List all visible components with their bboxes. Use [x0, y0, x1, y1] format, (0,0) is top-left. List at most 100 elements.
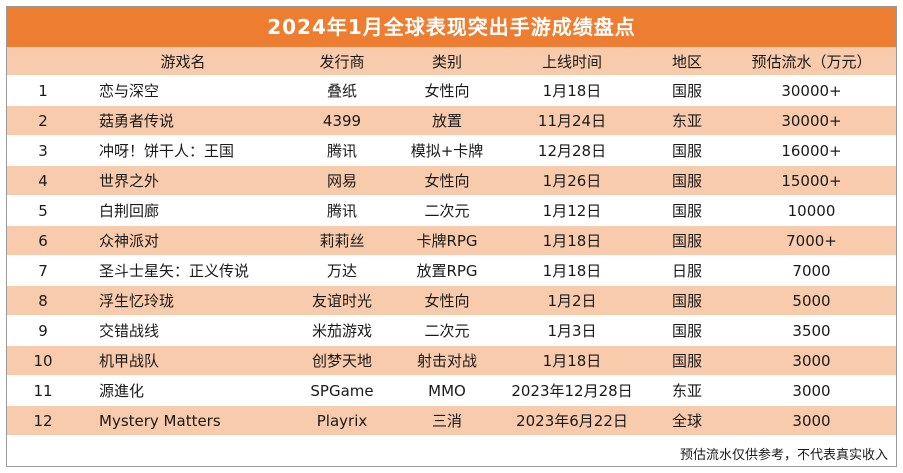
table-row: 5 白荆回廊 腾讯 二次元 1月12日 国服 10000	[7, 195, 896, 226]
header-region: 地区	[647, 47, 727, 76]
category-cell: 二次元	[397, 315, 497, 346]
launch-date-cell: 12月28日	[497, 135, 647, 166]
launch-date-cell: 1月18日	[497, 255, 647, 286]
category-cell: 三消	[397, 405, 497, 436]
table-row: 10 机甲战队 创梦天地 射击对战 1月18日 国服 3000	[7, 345, 896, 376]
revenue-cell: 10000	[727, 195, 896, 226]
category-cell: 女性向	[397, 165, 497, 196]
publisher-cell: 创梦天地	[287, 345, 397, 376]
revenue-cell: 3000	[727, 375, 896, 406]
game-name-cell: 圣斗士星矢：正义传说	[79, 255, 287, 286]
category-cell: 模拟+卡牌	[397, 135, 497, 166]
game-name-cell: 源進化	[79, 375, 287, 406]
region-cell: 国服	[647, 315, 727, 346]
launch-date-cell: 2023年6月22日	[497, 405, 647, 436]
revenue-cell: 3000	[727, 345, 896, 376]
table-row: 8 浮生忆玲珑 友谊时光 女性向 1月2日 国服 5000	[7, 285, 896, 316]
region-cell: 全球	[647, 405, 727, 436]
row-index-cell: 5	[7, 195, 79, 226]
revenue-cell: 7000	[727, 255, 896, 286]
category-cell: 放置RPG	[397, 255, 497, 286]
category-cell: MMO	[397, 375, 497, 406]
revenue-cell: 5000	[727, 285, 896, 316]
region-cell: 国服	[647, 285, 727, 316]
launch-date-cell: 1月18日	[497, 75, 647, 106]
row-index-cell: 1	[7, 75, 79, 106]
game-name-cell: 恋与深空	[79, 75, 287, 106]
publisher-cell: 4399	[287, 105, 397, 136]
game-name-cell: 众神派对	[79, 225, 287, 256]
game-name-cell: 交错战线	[79, 315, 287, 346]
publisher-cell: Playrix	[287, 405, 397, 436]
header-row: 游戏名 发行商 类别 上线时间 地区 预估流水（万元）	[7, 47, 896, 76]
category-cell: 女性向	[397, 75, 497, 106]
header-index	[7, 47, 79, 76]
table-row: 9 交错战线 米茄游戏 二次元 1月3日 国服 3500	[7, 315, 896, 346]
table-row: 2 菇勇者传说 4399 放置 11月24日 东亚 30000+	[7, 105, 896, 136]
revenue-cell: 3000	[727, 405, 896, 436]
category-cell: 二次元	[397, 195, 497, 226]
table-row: 4 世界之外 网易 女性向 1月26日 国服 15000+	[7, 165, 896, 196]
category-cell: 放置	[397, 105, 497, 136]
publisher-cell: 米茄游戏	[287, 315, 397, 346]
publisher-cell: 腾讯	[287, 195, 397, 226]
row-index-cell: 4	[7, 165, 79, 196]
game-name-cell: 浮生忆玲珑	[79, 285, 287, 316]
row-index-cell: 12	[7, 405, 79, 436]
region-cell: 国服	[647, 345, 727, 376]
games-table: 游戏名 发行商 类别 上线时间 地区 预估流水（万元） 1 恋与深空 叠纸 女性向 1月…	[7, 47, 896, 436]
publisher-cell: 网易	[287, 165, 397, 196]
category-cell: 卡牌RPG	[397, 225, 497, 256]
launch-date-cell: 11月24日	[497, 105, 647, 136]
row-index-cell: 2	[7, 105, 79, 136]
category-cell: 射击对战	[397, 345, 497, 376]
region-cell: 国服	[647, 135, 727, 166]
row-index-cell: 11	[7, 375, 79, 406]
game-name-cell: Mystery Matters	[79, 405, 287, 436]
game-name-cell: 冲呀！饼干人：王国	[79, 135, 287, 166]
region-cell: 国服	[647, 165, 727, 196]
game-name-cell: 机甲战队	[79, 345, 287, 376]
row-index-cell: 8	[7, 285, 79, 316]
row-index-cell: 9	[7, 315, 79, 346]
region-cell: 国服	[647, 225, 727, 256]
revenue-cell: 30000+	[727, 75, 896, 106]
row-index-cell: 7	[7, 255, 79, 286]
launch-date-cell: 1月18日	[497, 345, 647, 376]
revenue-cell: 3500	[727, 315, 896, 346]
table-row: 12 Mystery Matters Playrix 三消 2023年6月22日 全球 30…	[7, 405, 896, 436]
publisher-cell: 莉莉丝	[287, 225, 397, 256]
row-index-cell: 6	[7, 225, 79, 256]
revenue-cell: 7000+	[727, 225, 896, 256]
table-title: 2024年1月全球表现突出手游成绩盘点	[7, 7, 896, 47]
header-game-name: 游戏名	[79, 47, 287, 76]
launch-date-cell: 1月3日	[497, 315, 647, 346]
publisher-cell: 腾讯	[287, 135, 397, 166]
row-index-cell: 10	[7, 345, 79, 376]
publisher-cell: 叠纸	[287, 75, 397, 106]
header-publisher: 发行商	[287, 47, 397, 76]
launch-date-cell: 1月12日	[497, 195, 647, 226]
launch-date-cell: 1月2日	[497, 285, 647, 316]
launch-date-cell: 2023年12月28日	[497, 375, 647, 406]
row-index-cell: 3	[7, 135, 79, 166]
disclaimer-note: 预估流水仅供参考，不代表真实收入	[679, 448, 888, 463]
table-row: 1 恋与深空 叠纸 女性向 1月18日 国服 30000+	[7, 75, 896, 106]
game-name-cell: 白荆回廊	[79, 195, 287, 226]
region-cell: 国服	[647, 75, 727, 106]
ranking-table-card: 2024年1月全球表现突出手游成绩盘点 游戏名 发行商 类别 上线时间 地区 预…	[6, 6, 897, 467]
region-cell: 东亚	[647, 105, 727, 136]
launch-date-cell: 1月18日	[497, 225, 647, 256]
header-launch-date: 上线时间	[497, 47, 647, 76]
table-row: 7 圣斗士星矢：正义传说 万达 放置RPG 1月18日 日服 7000	[7, 255, 896, 286]
revenue-cell: 15000+	[727, 165, 896, 196]
revenue-cell: 30000+	[727, 105, 896, 136]
publisher-cell: 友谊时光	[287, 285, 397, 316]
launch-date-cell: 1月26日	[497, 165, 647, 196]
publisher-cell: SPGame	[287, 375, 397, 406]
publisher-cell: 万达	[287, 255, 397, 286]
region-cell: 日服	[647, 255, 727, 286]
revenue-cell: 16000+	[727, 135, 896, 166]
category-cell: 女性向	[397, 285, 497, 316]
region-cell: 东亚	[647, 375, 727, 406]
